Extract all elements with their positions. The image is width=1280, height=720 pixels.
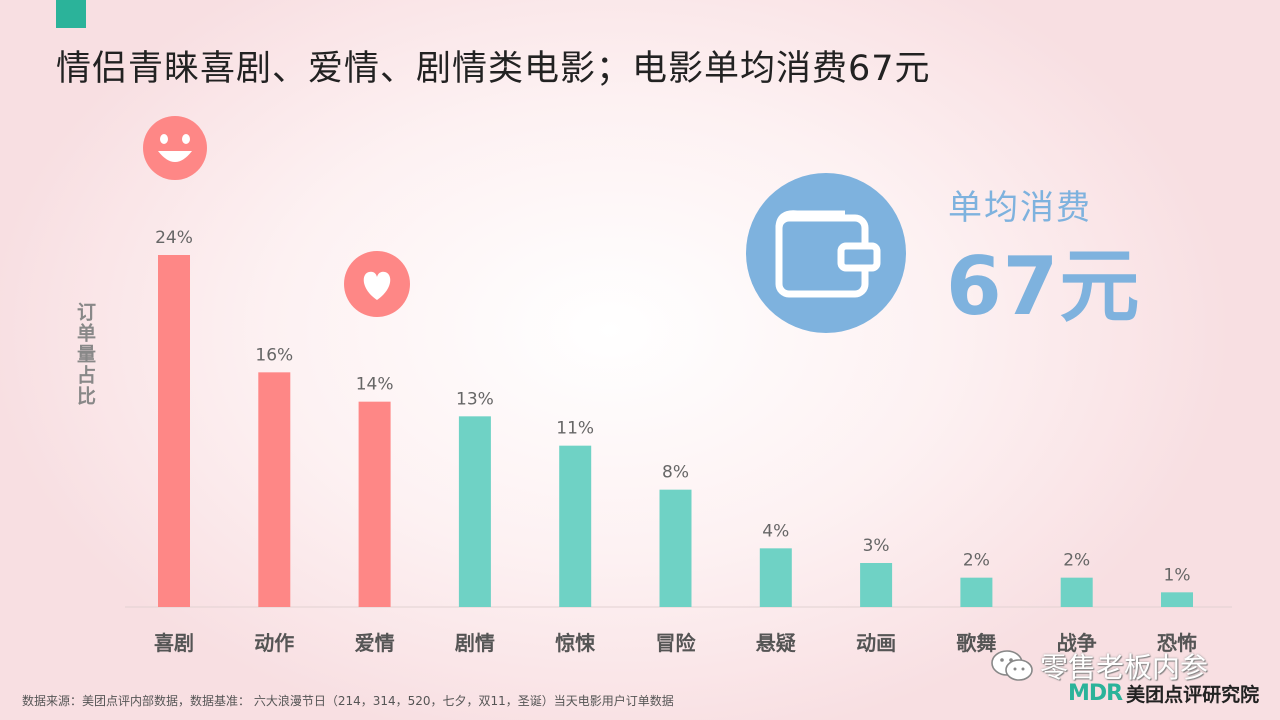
data-label-动画: 3% bbox=[863, 536, 890, 556]
bar-剧情 bbox=[458, 416, 491, 607]
category-label-动作: 动作 bbox=[254, 631, 294, 655]
data-label-悬疑: 4% bbox=[762, 521, 789, 541]
data-label-喜剧: 24% bbox=[155, 228, 193, 248]
data-source-note: 数据来源：美团点评内部数据，数据基准： 六大浪漫节日（214，314，520，七… bbox=[22, 694, 674, 708]
average-spend-label: 单均消费 bbox=[948, 188, 1092, 228]
data-label-剧情: 13% bbox=[456, 389, 494, 409]
watermark: 零售老板内参 bbox=[990, 646, 1208, 686]
bar-惊悚 bbox=[559, 445, 592, 607]
data-label-歌舞: 2% bbox=[963, 551, 990, 571]
data-label-惊悚: 11% bbox=[556, 419, 594, 439]
data-label-冒险: 8% bbox=[662, 463, 689, 483]
corner-accent-tab bbox=[56, 0, 86, 28]
category-label-悬疑: 悬疑 bbox=[756, 631, 796, 655]
page-title: 情侣青睐喜剧、爱情、剧情类电影；电影单均消费67元 bbox=[56, 49, 931, 89]
data-label-战争: 2% bbox=[1063, 551, 1090, 571]
bar-动作 bbox=[258, 372, 291, 607]
bar-恐怖 bbox=[1161, 592, 1193, 607]
bar-悬疑 bbox=[759, 548, 792, 607]
smiley-face-icon bbox=[143, 116, 207, 180]
category-label-喜剧: 喜剧 bbox=[154, 631, 194, 655]
category-label-动画: 动画 bbox=[856, 631, 896, 655]
watermark-text: 零售老板内参 bbox=[1040, 651, 1209, 684]
brand-footer: MDR 美团点评研究院 bbox=[1068, 680, 1259, 707]
wechat-icon bbox=[991, 650, 1033, 681]
brand-name: 美团点评研究院 bbox=[1126, 684, 1260, 706]
category-label-冒险: 冒险 bbox=[656, 631, 697, 655]
category-label-战争: 战争 bbox=[1057, 631, 1097, 655]
category-label-爱情: 爱情 bbox=[355, 631, 395, 655]
bar-喜剧 bbox=[158, 255, 190, 607]
average-spend-value: 67元 bbox=[946, 240, 1141, 333]
category-label-惊悚: 惊悚 bbox=[555, 631, 596, 655]
bar-歌舞 bbox=[960, 577, 993, 607]
wallet-icon bbox=[746, 173, 906, 333]
heart-icon bbox=[344, 251, 410, 317]
data-label-恐怖: 1% bbox=[1164, 565, 1191, 585]
bar-战争 bbox=[1060, 577, 1093, 607]
y-axis-label: 订单量占比 bbox=[74, 302, 96, 407]
category-label-剧情: 剧情 bbox=[455, 631, 495, 655]
data-label-动作: 16% bbox=[255, 345, 293, 365]
bar-动画 bbox=[860, 563, 893, 607]
data-label-爱情: 14% bbox=[356, 375, 394, 395]
brand-logo: MDR bbox=[1068, 681, 1123, 706]
bar-爱情 bbox=[358, 401, 391, 607]
bar-冒险 bbox=[659, 489, 692, 607]
category-label-恐怖: 恐怖 bbox=[1157, 631, 1197, 655]
category-label-歌舞: 歌舞 bbox=[956, 631, 996, 655]
